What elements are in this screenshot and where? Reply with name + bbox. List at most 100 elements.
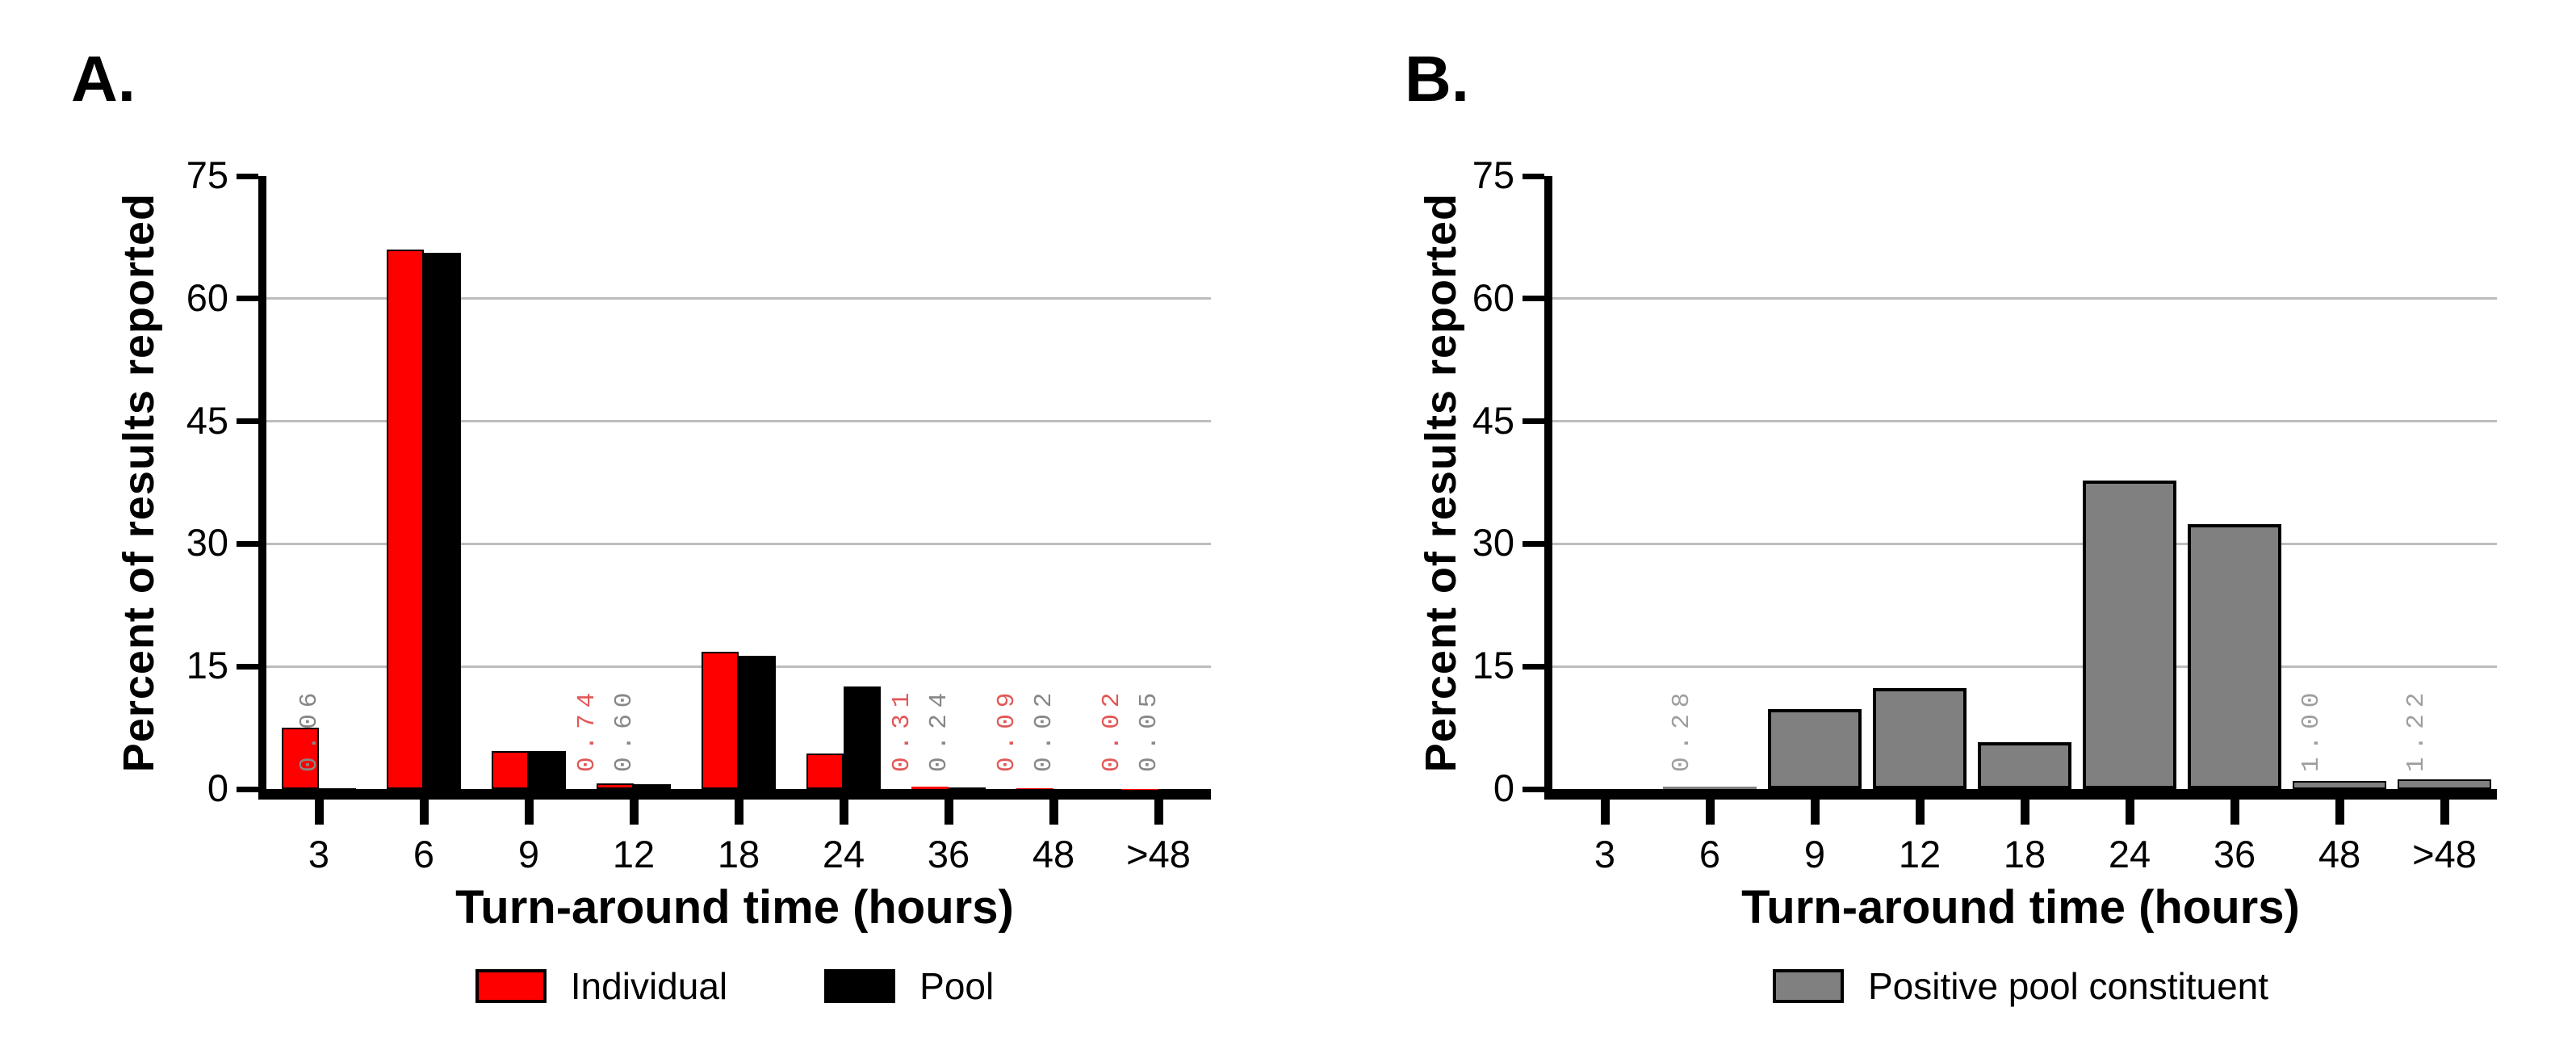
x-tick-label->48: >48 <box>2412 833 2477 875</box>
bar-value-label-12-left: 0.74 <box>573 686 601 772</box>
gridline-60 <box>1552 297 2497 300</box>
legend-item-positive-pool-constituent: Positive pool constituent <box>1772 965 2269 1007</box>
bar-positive-pool-constituent-18 <box>1978 742 2071 789</box>
bar-individual-24 <box>806 754 844 789</box>
x-tick-label-3: 3 <box>1594 833 1616 875</box>
gridline-45 <box>1552 420 2497 423</box>
legend-b: Positive pool constituent <box>1544 968 2497 1005</box>
bar-value-label-3-right: 0.06 <box>295 686 324 772</box>
bar-pool-6 <box>424 253 461 789</box>
bar-positive-pool-constituent-36 <box>2188 524 2281 789</box>
legend-label: Positive pool constituent <box>1867 965 2269 1007</box>
y-tick-0 <box>237 786 258 792</box>
legend-label: Pool <box>919 965 995 1007</box>
x-tick-label-9: 9 <box>1803 833 1826 875</box>
bar-value-label-48-center: 1.00 <box>2297 686 2326 772</box>
bar-value-label-36-left: 0.31 <box>888 686 916 772</box>
y-tick-15 <box>1523 663 1544 670</box>
bar-pool-18 <box>739 656 776 789</box>
y-tick-15 <box>237 663 258 670</box>
y-tick-label-30: 30 <box>1472 521 1514 565</box>
y-tick-label-15: 15 <box>186 644 228 687</box>
y-tick-0 <box>1523 786 1544 792</box>
x-tick-48 <box>1049 800 1058 825</box>
y-tick-30 <box>1523 540 1544 547</box>
bar-individual-36 <box>911 786 949 789</box>
y-tick-label-60: 60 <box>1472 275 1514 319</box>
bar-value-label-6-center: 0.28 <box>1668 686 1696 772</box>
x-tick-label-12: 12 <box>612 833 656 875</box>
bar-positive-pool-constituent-6 <box>1663 787 1757 789</box>
x-tick-label-18: 18 <box>717 833 760 875</box>
bar-individual-6 <box>387 250 424 789</box>
plot-area-a: 0.06 0.74 0.60 0.31 0.24 0.09 0.02 0.02 0.05 <box>258 176 1211 800</box>
x-tick-label-48: 48 <box>1032 833 1075 875</box>
x-tick-label-6: 6 <box>1698 833 1721 875</box>
y-tick-label-45: 45 <box>186 398 228 442</box>
panel-a: A. Percent of results reported 0.06 0.74 0… <box>71 43 1211 1005</box>
y-tick-label-75: 75 <box>186 153 228 196</box>
y-tick-label-75: 75 <box>1472 153 1514 196</box>
y-tick-label-45: 45 <box>1472 398 1514 442</box>
legend-swatch-positive-pool-constituent <box>1772 969 1844 1003</box>
y-tick-label-0: 0 <box>207 766 228 809</box>
x-tick-label-12: 12 <box>1898 833 1941 875</box>
bar-pool-36 <box>949 787 986 789</box>
x-tick-6 <box>419 800 429 825</box>
bar-positive-pool-constituent-48 <box>2293 780 2386 789</box>
panel-b-label: B. <box>1405 43 1469 115</box>
bar-value-label-48-left: 0.09 <box>993 686 1021 772</box>
bar-pool-24 <box>844 686 881 789</box>
bar-value-label-36-right: 0.24 <box>925 686 953 772</box>
bar-individual-18 <box>702 651 739 789</box>
y-tick-label-0: 0 <box>1493 766 1514 809</box>
y-tick-label-60: 60 <box>186 275 228 319</box>
x-tick->48 <box>1154 800 1163 825</box>
bar-individual-48 <box>1016 788 1053 789</box>
bar-individual-9 <box>492 751 529 789</box>
x-tick-18 <box>734 800 743 825</box>
y-tick-label-15: 15 <box>1472 644 1514 687</box>
x-tick->48 <box>2440 800 2449 825</box>
x-tick-36 <box>2230 800 2239 825</box>
legend-swatch-individual <box>475 969 547 1003</box>
x-tick-label-9: 9 <box>517 833 540 875</box>
x-axis-title-b: Turn-around time (hours) <box>1741 881 2300 934</box>
gridline-60 <box>266 297 1211 300</box>
x-tick-9 <box>524 800 534 825</box>
x-axis-title-a: Turn-around time (hours) <box>455 881 1014 934</box>
bar-pool-9 <box>529 751 566 789</box>
bar-individual-12 <box>597 783 634 789</box>
bar-value-label->48-center: 1.22 <box>2402 686 2431 772</box>
bar-positive-pool-constituent-9 <box>1768 708 1862 789</box>
bar-positive-pool-constituent-12 <box>1873 687 1967 789</box>
panel-a-label: A. <box>71 43 136 115</box>
bar-value-label-48-right: 0.02 <box>1030 686 1058 772</box>
bar-value-label->48-left: 0.02 <box>1098 686 1126 772</box>
bar-positive-pool-constituent->48 <box>2398 779 2491 789</box>
bar-value-label-12-right: 0.60 <box>610 686 639 772</box>
x-tick-24 <box>2125 800 2134 825</box>
bar-pool->48 <box>1158 788 1196 789</box>
gridline-45 <box>266 420 1211 423</box>
x-tick-label-48: 48 <box>2318 833 2361 875</box>
x-tick-9 <box>1810 800 1820 825</box>
x-tick-label-18: 18 <box>2003 833 2046 875</box>
legend-swatch-pool <box>824 969 896 1003</box>
y-tick-60 <box>237 296 258 302</box>
x-tick-36 <box>944 800 953 825</box>
x-tick-label-24: 24 <box>2108 833 2151 875</box>
x-tick-label-6: 6 <box>413 833 435 875</box>
y-axis-title-wrap-b: Percent of results reported <box>1409 176 1473 789</box>
y-axis-title-wrap-a: Percent of results reported <box>107 176 171 789</box>
y-tick-label-30: 30 <box>186 521 228 565</box>
x-tick-48 <box>2335 800 2344 825</box>
y-tick-60 <box>1523 296 1544 302</box>
y-tick-45 <box>1523 418 1544 425</box>
legend-item-pool: Pool <box>824 968 994 1005</box>
gridline-30 <box>266 542 1211 545</box>
x-tick-label-36: 36 <box>927 833 970 875</box>
bar-pool-3 <box>319 788 356 789</box>
legend-a: Individual Pool <box>258 968 1211 1005</box>
